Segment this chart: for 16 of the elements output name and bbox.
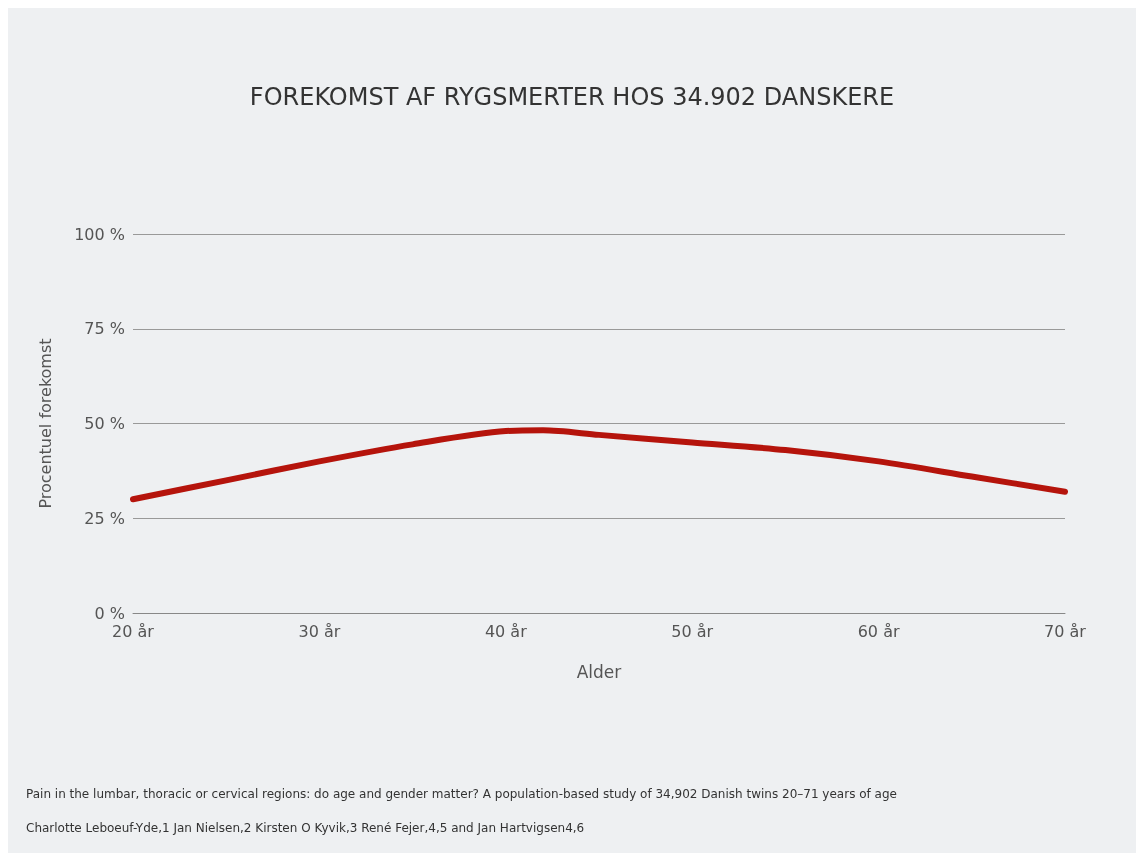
x-tick-label: 30 år: [298, 621, 341, 641]
x-tick-label: 70 år: [1044, 621, 1087, 641]
text: Charlotte Leboeuf-Yde,1 Jan Nielsen,2 Kirsten O Kyvik,3 René Fejer,4,5 and Jan Hartvigsen4,6: [26, 821, 585, 835]
x-tick-label: 20 år: [112, 621, 155, 641]
chart-title: FOREKOMST AF RYGSMERTER HOS 34.902 DANSKERE: [249, 83, 895, 111]
y-tick-label: 50 %: [84, 414, 125, 433]
x-tick-label: 40 år: [484, 621, 528, 641]
y-tick-label: 100 %: [74, 224, 125, 244]
x-axis-title: Alder: [576, 661, 622, 682]
y-tick-label: 75 %: [84, 319, 125, 339]
y-axis-title: Procentuel forekomst: [35, 338, 55, 509]
y-tick-label: 0 %: [94, 603, 125, 623]
y-tick-label: 25 %: [84, 508, 125, 528]
text: Pain in the lumbar, thoracic or cervical regions: do age and gender matter? A population-based study of 34,902 Danish twins 20–71 years of age: [26, 787, 897, 801]
x-tick-label: 60 år: [857, 621, 900, 641]
x-tick-label: 50 år: [671, 621, 714, 641]
